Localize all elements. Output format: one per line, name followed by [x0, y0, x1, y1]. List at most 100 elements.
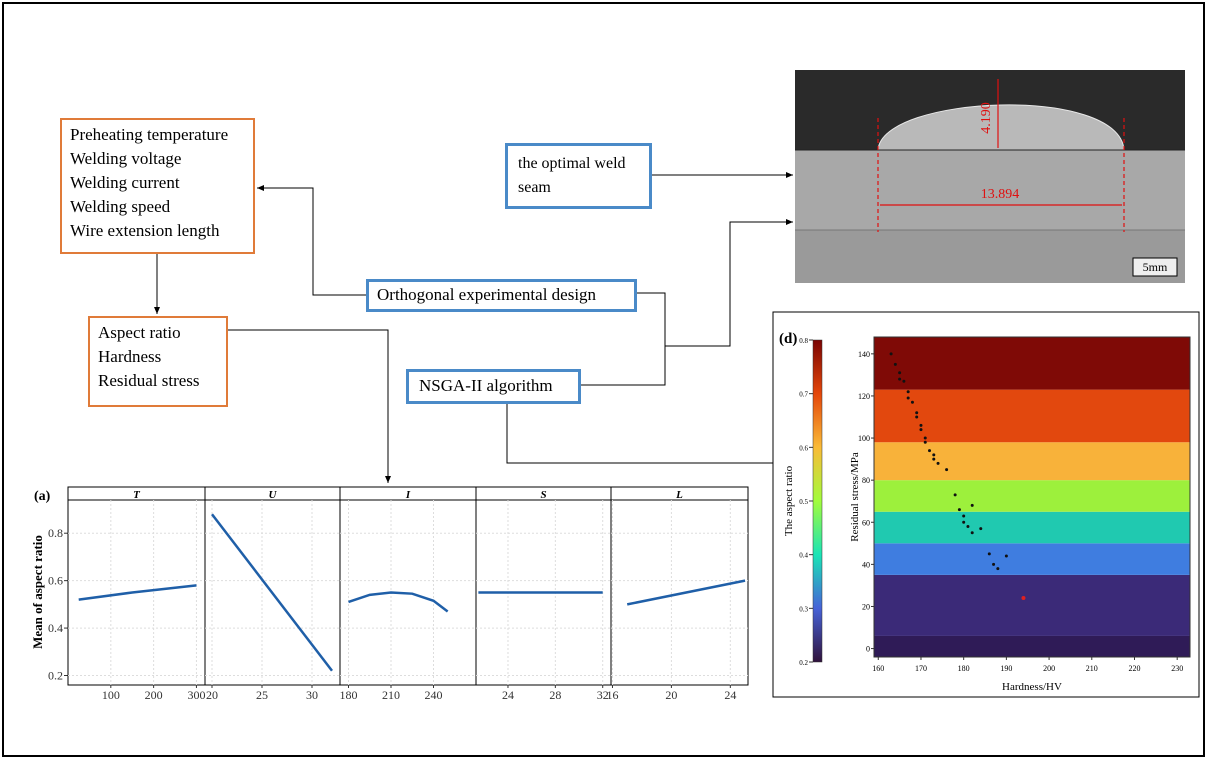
parameter: Welding speed — [70, 197, 171, 216]
point — [893, 362, 897, 366]
point — [996, 567, 1000, 571]
colorbar-tick-label: 0.6 — [799, 444, 808, 452]
responses-box: Aspect ratio Hardness Residual stress — [88, 316, 228, 407]
x-tick-label: 300 — [187, 688, 205, 702]
y-tick-label: 60 — [862, 518, 870, 527]
point — [898, 371, 902, 375]
x-tick-label: 200 — [1043, 664, 1055, 673]
point — [962, 514, 966, 518]
chart-d: (d) 0 20 40 60 80 100 120 140 160 170 180 190 200 210 2… — [779, 331, 1191, 693]
point — [923, 436, 927, 440]
panel-title: U — [269, 489, 278, 501]
x-tick-label: 20 — [206, 688, 218, 702]
x-tick-label: 240 — [425, 688, 443, 702]
parameter: Welding current — [70, 173, 180, 192]
point — [915, 415, 919, 419]
contour-band — [874, 480, 1190, 512]
x-tick-label: 24 — [724, 688, 736, 702]
y-tick-label: 80 — [862, 476, 870, 485]
parameter: Preheating temperature — [70, 125, 229, 144]
point — [962, 520, 966, 524]
y-tick-label: 0.2 — [48, 669, 63, 683]
contour-band — [874, 635, 1190, 657]
point — [932, 453, 936, 457]
parameter: Welding voltage — [70, 149, 182, 168]
contour-band — [874, 389, 1190, 443]
optimal-box: the optimal weld seam — [505, 143, 652, 209]
chart-label: (a) — [34, 489, 51, 504]
panel-title: S — [540, 489, 546, 501]
point — [928, 449, 932, 453]
line — [626, 579, 746, 606]
x-tick-label: 190 — [1000, 664, 1012, 673]
point — [910, 400, 914, 404]
y-tick-label: 40 — [862, 560, 870, 569]
colorbar-tick-label: 0.4 — [799, 552, 808, 560]
colorbar-tick-label: 0.7 — [799, 391, 808, 399]
colorbar-tick-label: 0.2 — [799, 659, 808, 667]
y-tick-label: 0.8 — [48, 526, 63, 540]
point — [898, 377, 902, 381]
y-tick-label: 140 — [858, 350, 870, 359]
point — [970, 531, 974, 535]
x-tick-label: 20 — [665, 688, 677, 702]
contour-band — [874, 511, 1190, 544]
x-tick-label: 32 — [597, 688, 609, 702]
point — [953, 493, 957, 497]
line — [78, 584, 197, 601]
plot-border — [873, 336, 1191, 658]
panel-title: T — [133, 489, 141, 501]
y-tick-label: 20 — [862, 602, 870, 611]
contour-band — [874, 442, 1190, 481]
height-label: 4.190 — [979, 102, 994, 134]
scale-label: 5mm — [1143, 260, 1168, 274]
x-tick-label: 16 — [606, 688, 618, 702]
chart-a: (a) Mean of aspect ratio 0.2 0.4 0.6 0.8 T 100 2… — [30, 486, 749, 702]
response: Hardness — [98, 347, 162, 366]
y-axis-label: Residual stress/MPa — [849, 452, 861, 542]
x-tick-label: 160 — [872, 664, 884, 673]
point — [923, 440, 927, 444]
x-tick-label: 100 — [102, 688, 120, 702]
x-tick-label: 24 — [502, 688, 514, 702]
point — [987, 552, 991, 556]
line — [211, 513, 333, 672]
colorbar-label: The aspect ratio — [783, 465, 795, 536]
point — [936, 461, 940, 465]
point — [945, 468, 949, 472]
point — [979, 527, 983, 531]
x-tick-label: 220 — [1128, 664, 1140, 673]
point — [957, 508, 961, 512]
panel-title: L — [675, 489, 683, 501]
parameters-box: Preheating temperature Welding voltage W… — [60, 118, 255, 254]
contour-band — [874, 543, 1190, 575]
x-axis-label: Hardness/HV — [1002, 681, 1062, 693]
point — [970, 503, 974, 507]
point — [932, 457, 936, 461]
response: Aspect ratio — [98, 323, 181, 342]
y-tick-label: 120 — [858, 392, 870, 401]
y-axis-label: Mean of aspect ratio — [30, 535, 45, 649]
weld-photo: 4.190 13.894 5mm — [795, 70, 1185, 283]
colorbar-tick-label: 0.5 — [799, 498, 808, 506]
x-tick-label: 30 — [306, 688, 318, 702]
colorbar-tick-label: 0.3 — [799, 605, 808, 613]
point — [915, 411, 919, 415]
x-tick-label: 210 — [1086, 664, 1098, 673]
y-tick-label: 100 — [858, 434, 870, 443]
colorbar-tick-label: 0.8 — [799, 337, 808, 345]
connectors — [154, 172, 793, 483]
line — [348, 591, 449, 613]
colorbar — [812, 339, 823, 663]
panel-title: I — [405, 489, 411, 501]
width-label: 13.894 — [981, 187, 1020, 202]
point — [902, 379, 906, 383]
y-tick-label: 0.4 — [48, 621, 63, 635]
point — [906, 390, 910, 394]
nsga-box: NSGA-II algorithm — [406, 369, 581, 404]
x-tick-label: 28 — [549, 688, 561, 702]
x-tick-label: 25 — [256, 688, 268, 702]
panel — [610, 499, 749, 686]
